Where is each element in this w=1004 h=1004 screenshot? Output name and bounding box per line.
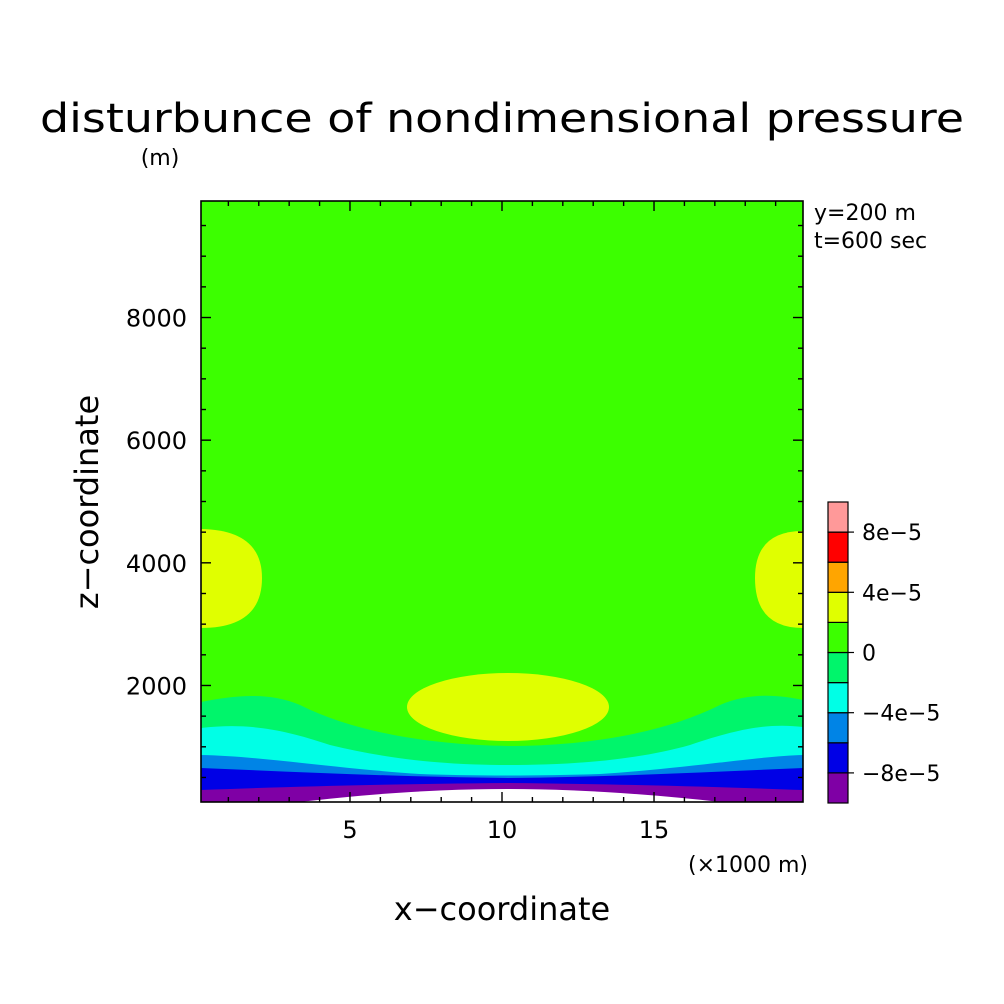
colorbar-swatch bbox=[827, 742, 849, 774]
y-unit-label: (m) bbox=[141, 146, 180, 171]
colorbar-swatch bbox=[827, 621, 849, 654]
colorbar-tick-label: 0 bbox=[862, 642, 876, 667]
x-tick-label: 10 bbox=[487, 816, 518, 844]
colorbar bbox=[827, 501, 849, 804]
x-unit-label: (×1000 m) bbox=[688, 853, 808, 878]
colorbar-swatch bbox=[827, 561, 849, 593]
plot-area bbox=[201, 201, 803, 802]
colorbar-tick-label: 8e−5 bbox=[862, 521, 922, 546]
y-tick-label: 2000 bbox=[126, 672, 187, 700]
y-tick-labels: 2000 4000 6000 8000 bbox=[126, 305, 187, 701]
colorbar-labels: −8e−5 −4e−5 0 4e−5 8e−5 bbox=[848, 521, 940, 787]
y-tick-label: 4000 bbox=[126, 550, 187, 578]
colorbar-swatch bbox=[827, 772, 849, 804]
y-axis-label: z−coordinate bbox=[68, 395, 106, 609]
contour-fill-positive-lobe-left bbox=[201, 529, 262, 628]
x-axis-label: x−coordinate bbox=[394, 890, 610, 928]
y-tick-label: 6000 bbox=[126, 427, 187, 455]
colorbar-tick-label: −4e−5 bbox=[862, 702, 940, 727]
colorbar-swatch bbox=[827, 651, 849, 684]
x-tick-label: 15 bbox=[639, 816, 670, 844]
colorbar-swatch bbox=[827, 681, 849, 714]
axis-ticks bbox=[201, 201, 803, 802]
colorbar-swatch bbox=[827, 531, 849, 563]
colorbar-swatch bbox=[827, 712, 849, 744]
y-tick-label: 8000 bbox=[126, 305, 187, 333]
colorbar-swatch bbox=[827, 501, 849, 533]
x-tick-label: 5 bbox=[342, 816, 357, 844]
chart-title: disturbunce of nondimensional pressure bbox=[40, 96, 964, 142]
colorbar-tick-label: 4e−5 bbox=[862, 581, 922, 606]
annotation-y: y=200 m bbox=[814, 201, 916, 226]
contour-fill-positive-oval-center bbox=[407, 673, 609, 741]
colorbar-swatch bbox=[827, 591, 849, 623]
contour-fill-positive-lobe-right bbox=[755, 531, 803, 628]
contour-fill-minimum bbox=[300, 789, 720, 802]
x-tick-labels: 5 10 15 bbox=[342, 816, 669, 844]
annotation-t: t=600 sec bbox=[814, 229, 927, 254]
colorbar-tick-label: −8e−5 bbox=[862, 762, 940, 787]
